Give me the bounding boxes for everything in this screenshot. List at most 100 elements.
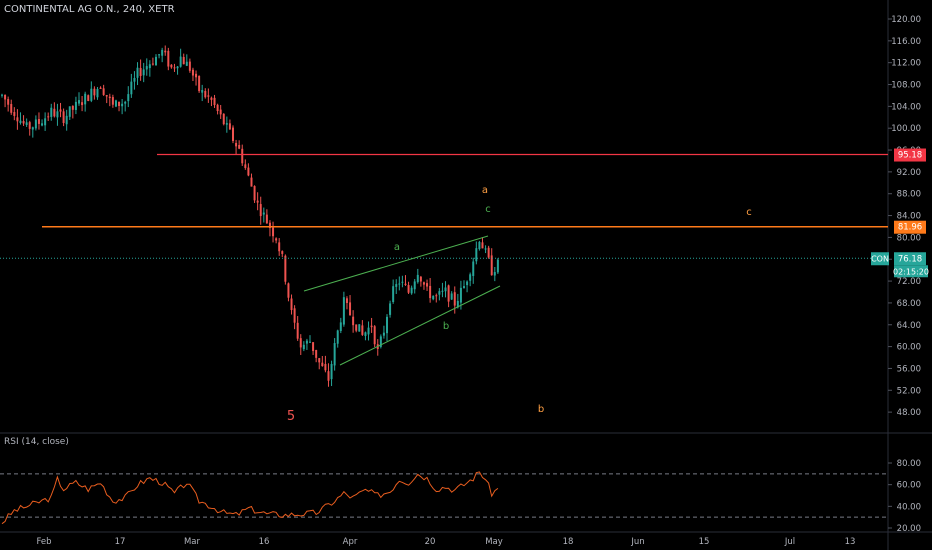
time-tick-label: 13 bbox=[845, 537, 856, 547]
candle-body bbox=[222, 113, 225, 125]
symbol-label: CON bbox=[871, 254, 889, 263]
candle-body bbox=[10, 104, 13, 113]
candle-body bbox=[302, 344, 305, 350]
price-tick-label: 116.00 bbox=[891, 37, 921, 47]
price-tick-label: 52.00 bbox=[897, 386, 921, 396]
candle-body bbox=[90, 88, 93, 101]
candle-body bbox=[336, 330, 339, 344]
candle-body bbox=[290, 298, 293, 311]
level-price-label: 95.18 bbox=[898, 151, 922, 161]
symbol-tag bbox=[871, 252, 889, 266]
candle-body bbox=[496, 259, 499, 273]
time-tick-label: 16 bbox=[259, 537, 270, 547]
candle-body bbox=[151, 63, 154, 65]
rsi-pane: 80.00 60.00 40.00 20.00 bbox=[0, 459, 921, 534]
price-tick-label: 104.00 bbox=[891, 102, 921, 112]
candle-body bbox=[53, 108, 56, 117]
candle-body bbox=[392, 286, 395, 303]
candle-body bbox=[41, 123, 44, 126]
candle-body bbox=[201, 90, 204, 93]
candle-body bbox=[413, 281, 416, 290]
candle-body bbox=[432, 295, 435, 300]
candle-body bbox=[355, 324, 358, 331]
candle-body bbox=[352, 316, 355, 326]
candle-body bbox=[435, 295, 438, 297]
candle-body bbox=[133, 77, 136, 82]
candle-body bbox=[207, 95, 210, 97]
candle-body bbox=[1, 94, 3, 96]
candle-body bbox=[441, 290, 444, 292]
candle-body bbox=[145, 66, 148, 70]
time-tick-label: Feb bbox=[36, 537, 51, 547]
candle-body bbox=[312, 342, 315, 352]
candle-body bbox=[361, 325, 364, 335]
candle-body bbox=[438, 291, 441, 295]
countdown-label: 02:15:20 bbox=[893, 267, 929, 276]
candle-body bbox=[213, 97, 216, 106]
candle-body bbox=[118, 101, 121, 106]
candle-body bbox=[124, 101, 127, 104]
candle-body bbox=[155, 56, 157, 66]
candle-body bbox=[410, 287, 413, 294]
candle-body bbox=[228, 123, 231, 130]
price-tick-label: 68.00 bbox=[897, 299, 921, 309]
candle-body bbox=[324, 363, 327, 371]
candle-body bbox=[327, 371, 330, 381]
candle-body bbox=[139, 67, 142, 76]
candle-body bbox=[345, 298, 348, 303]
wave-label: c bbox=[485, 204, 491, 215]
candle-body bbox=[453, 292, 456, 306]
candle-body bbox=[25, 122, 28, 125]
time-tick-label: May bbox=[485, 537, 503, 547]
candle-body bbox=[19, 120, 22, 123]
last-price-label: 76.18 bbox=[898, 254, 922, 264]
candle-body bbox=[7, 99, 10, 105]
wave-label: c bbox=[746, 207, 752, 218]
level-price-tag bbox=[894, 148, 926, 162]
candle-body bbox=[71, 105, 74, 110]
candle-body bbox=[259, 204, 262, 217]
time-tick-label: 17 bbox=[115, 537, 126, 547]
time-axis: Feb 17 Mar 16 Apr 20 May 18 Jun 15 Jul 13 bbox=[36, 537, 855, 547]
rsi-line bbox=[1, 471, 499, 525]
candle-body bbox=[466, 281, 469, 286]
candle-body bbox=[210, 97, 213, 100]
candle-body bbox=[130, 81, 133, 95]
candle-body bbox=[382, 332, 385, 336]
candle-body bbox=[56, 111, 59, 118]
candle-body bbox=[450, 293, 453, 300]
time-tick-label: 15 bbox=[699, 537, 710, 547]
candle-body bbox=[422, 282, 425, 285]
candle-body bbox=[74, 101, 77, 110]
wave-label: a bbox=[482, 185, 488, 196]
candle-body bbox=[256, 200, 259, 203]
candle-body bbox=[65, 115, 68, 125]
price-tick-label: 72.00 bbox=[897, 277, 921, 287]
time-tick-label: Jul bbox=[784, 537, 795, 547]
price-axis: 120.00116.00112.00108.00104.00100.0096.0… bbox=[871, 15, 929, 418]
candle-body bbox=[225, 123, 228, 125]
rsi-tick-label: 80.00 bbox=[897, 459, 921, 469]
candle-body bbox=[96, 88, 99, 98]
candle-body bbox=[191, 69, 194, 76]
candle-body bbox=[416, 274, 419, 283]
candle-body bbox=[481, 242, 484, 249]
wedge-upper-line bbox=[303, 235, 489, 292]
price-tick-label: 84.00 bbox=[897, 212, 921, 222]
candle-body bbox=[475, 248, 478, 262]
candles bbox=[1, 45, 499, 387]
candle-body bbox=[78, 100, 80, 104]
candle-body bbox=[232, 127, 234, 141]
candle-body bbox=[398, 283, 401, 285]
candle-body bbox=[216, 104, 219, 112]
candle-body bbox=[373, 326, 376, 345]
candle-body bbox=[108, 96, 111, 99]
candle-body bbox=[142, 69, 145, 76]
candle-body bbox=[358, 324, 361, 332]
wave-label: b bbox=[443, 321, 449, 332]
candle-body bbox=[309, 341, 311, 343]
candle-body bbox=[401, 281, 404, 283]
candle-body bbox=[469, 274, 472, 281]
price-tick-label: 92.00 bbox=[897, 168, 921, 178]
